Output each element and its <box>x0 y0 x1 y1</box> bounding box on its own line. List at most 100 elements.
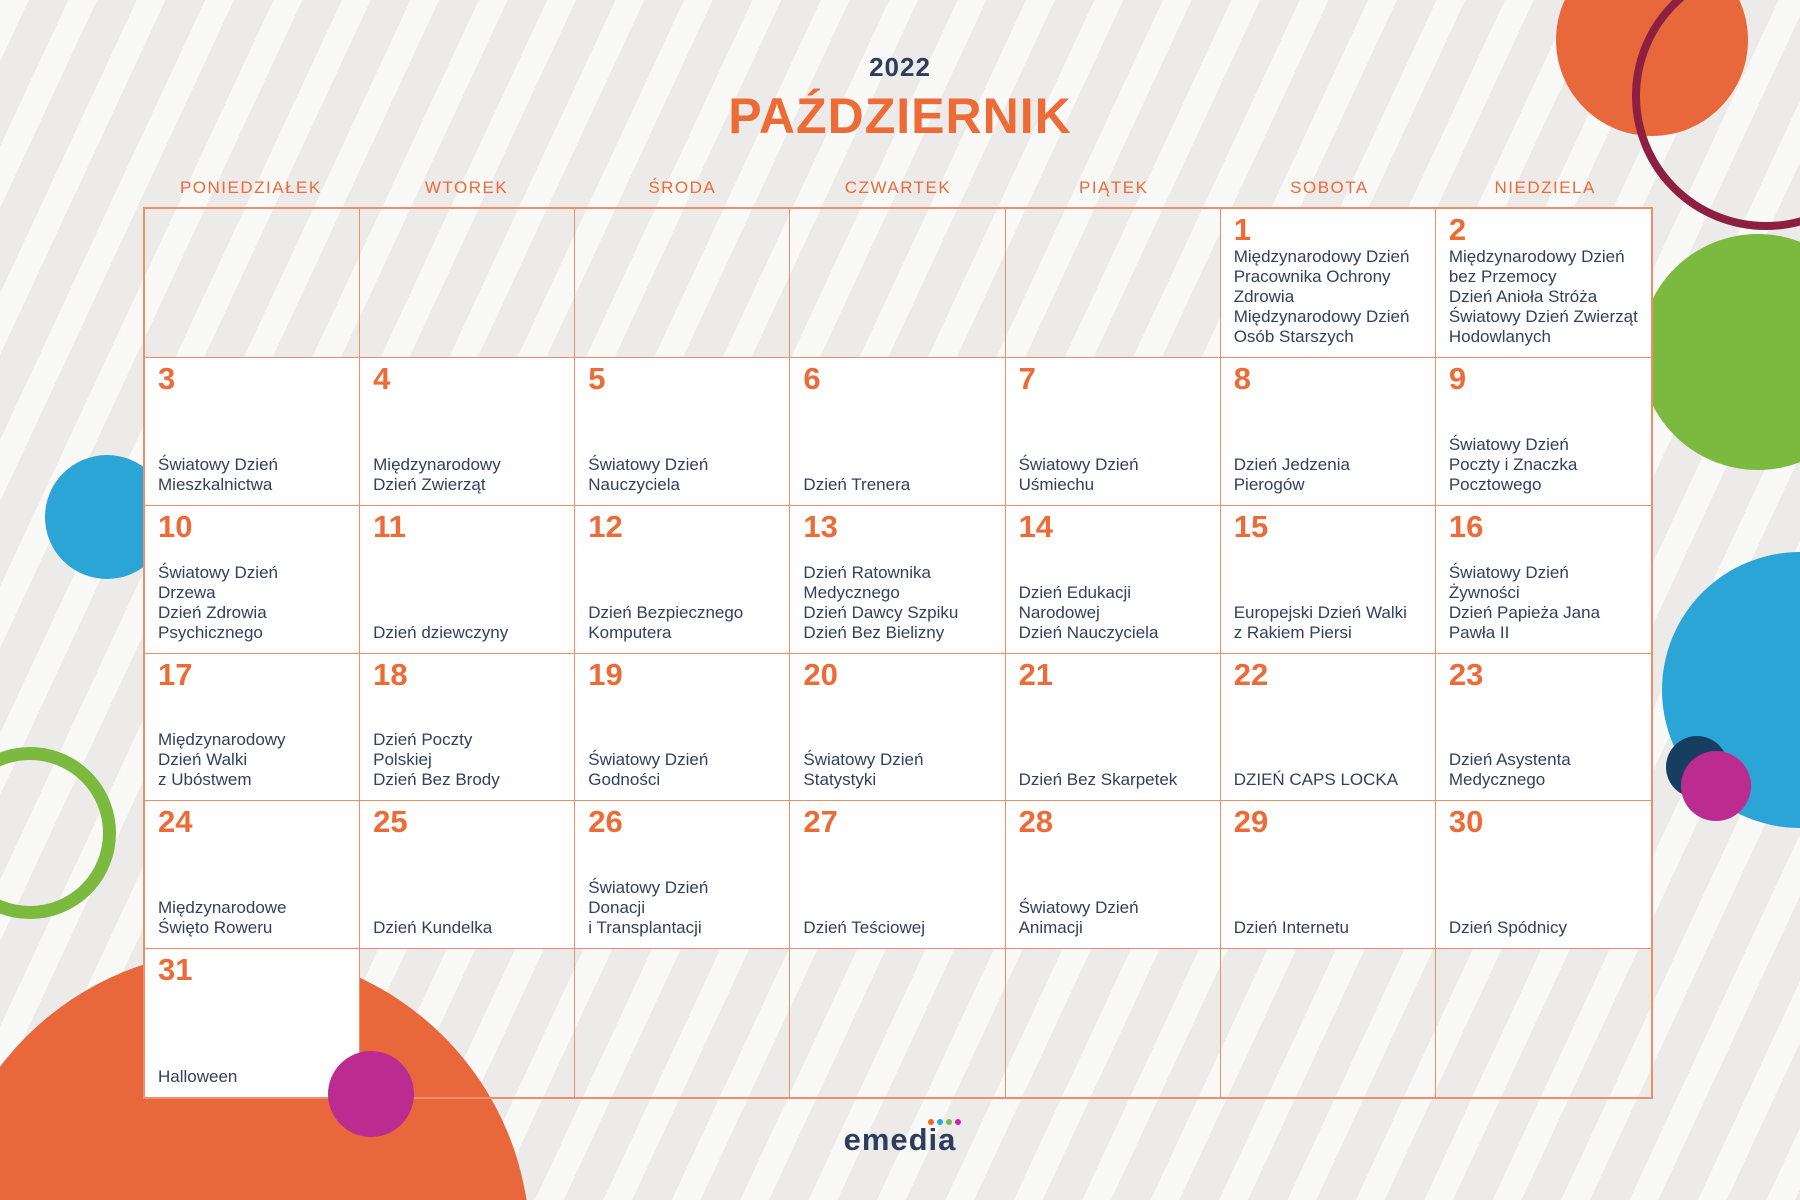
day-cell-30: 30 Dzień Spódnicy <box>1435 801 1651 950</box>
holiday-line: Światowy Dzień <box>1018 454 1139 474</box>
day-cell-26: 26 Światowy Dzień Donacji i Transplantacji <box>575 801 791 950</box>
holiday-line: Dzień Bezpiecznego <box>588 602 744 622</box>
holiday-text: Dzień Poczty Polskiej Dzień Bez Brody <box>373 730 568 790</box>
holiday-line: Dzień Poczty <box>373 730 473 750</box>
weekday-label: NIEDZIELA <box>1494 178 1596 197</box>
day-number: 16 <box>1448 508 1484 544</box>
day-number: 13 <box>803 508 838 544</box>
day-cell-1: 1 Międzynarodowy Dzień Pracownika Ochrony Z… <box>1220 209 1436 358</box>
day-cell-25: 25 Dzień Kundelka <box>360 801 576 950</box>
day-number: 25 <box>373 804 408 840</box>
day-cell-2: 2 Międzynarodowy Dzień bez Przemocy Dzień A… <box>1435 209 1651 358</box>
day-number: 27 <box>803 804 838 840</box>
day-cell-20: 20 Światowy Dzień Statystyki <box>790 653 1006 802</box>
holiday-line: i Transplantacji <box>588 918 702 938</box>
day-cell-24: 24 Międzynarodowe Święto Roweru <box>145 801 361 950</box>
holiday-text: Dzień Kundelka <box>373 918 568 938</box>
day-cell-8: 8 Dzień Jedzenia Pierogów <box>1220 358 1436 506</box>
footer: emedia <box>0 1119 1800 1158</box>
day-number: 15 <box>1233 508 1269 544</box>
holiday-text: Dzień Trenera <box>803 475 998 495</box>
day-number: 1 <box>1233 212 1251 247</box>
holiday-text: Międzynarodowy Dzień Walki z Ubóstwem <box>158 730 353 790</box>
holiday-text: Dzień Spódnicy <box>1449 918 1645 938</box>
holiday-text: Światowy Dzień Statystyki <box>803 750 998 790</box>
holiday-line: Dzień Jedzenia <box>1233 454 1350 474</box>
holiday-line: Dzień Spódnicy <box>1448 918 1567 938</box>
holiday-line: Światowy Dzień <box>803 750 924 770</box>
logo-dot-blue-icon <box>937 1119 944 1125</box>
holiday-line: z Ubóstwem <box>158 770 252 790</box>
day-cell-7: 7 Światowy Dzień Uśmiechu <box>1005 358 1221 506</box>
day-number: 12 <box>588 508 623 544</box>
holiday-text: Dzień Internetu <box>1234 918 1429 938</box>
holiday-line: Światowy Dzień <box>158 562 278 582</box>
holiday-line: Dzień Asystenta <box>1448 750 1571 770</box>
holiday-line: Dzień Walki <box>158 750 248 770</box>
day-cell-10: 10 Światowy Dzień Drzewa Dzień Zdrowia Psych… <box>145 505 361 654</box>
day-cell-empty <box>575 209 791 358</box>
holiday-line: Międzynarodowy Dzień <box>1233 247 1410 266</box>
holiday-text: Światowy Dzień Donacji i Transplantacji <box>588 878 783 938</box>
day-number: 23 <box>1448 656 1484 692</box>
day-cell-12: 12 Dzień Bezpiecznego Komputera <box>575 505 791 654</box>
holiday-line: Światowy Dzień <box>588 878 709 898</box>
logo-dot-magenta-icon <box>955 1119 962 1125</box>
holiday-line: Donacji <box>588 898 645 918</box>
holiday-line: Halloween <box>158 1067 238 1086</box>
day-number: 26 <box>588 804 623 840</box>
decor-circle-green-right <box>1640 234 1800 470</box>
logo-dots-icon <box>928 1119 962 1125</box>
day-cell-16: 16 Światowy Dzień Żywności Dzień Papieża Ja… <box>1435 505 1651 654</box>
holiday-line: Europejski Dzień Walki <box>1233 602 1407 622</box>
holiday-line: Psychicznego <box>158 622 263 642</box>
holiday-line: Dzień Dawcy Szpiku <box>803 602 959 622</box>
day-number: 11 <box>373 508 406 544</box>
decor-circle-magenta-right <box>1681 751 1751 821</box>
logo-dot-green-icon <box>946 1119 953 1125</box>
day-number: 3 <box>158 361 176 396</box>
holiday-text: Światowy Dzień Uśmiechu <box>1019 455 1214 495</box>
emedia-logo: emedia <box>844 1119 962 1158</box>
holiday-text: Europejski Dzień Walki z Rakiem Piersi <box>1234 603 1429 643</box>
day-cell-11: 11 Dzień dziewczyny <box>360 505 576 654</box>
holiday-line: Dzień Bez Skarpetek <box>1018 770 1178 790</box>
day-cell-empty <box>360 209 576 358</box>
year-label: 2022 <box>869 52 931 82</box>
day-cell-empty <box>1005 209 1221 358</box>
holiday-line: Dzień Zwierząt <box>373 474 486 494</box>
holiday-line: Mieszkalnictwa <box>158 474 273 494</box>
day-cell-3: 3 Światowy Dzień Mieszkalnictwa <box>145 358 361 506</box>
holiday-line: Dzień Kundelka <box>373 918 493 938</box>
decor-circle-magenta-bottom <box>328 1051 414 1137</box>
day-number: 21 <box>1018 656 1054 692</box>
day-cell-17: 17 Międzynarodowy Dzień Walki z Ubóstwem <box>145 653 361 802</box>
holiday-line: Uśmiechu <box>1018 474 1095 494</box>
day-number: 14 <box>1018 508 1054 544</box>
day-number: 10 <box>158 508 193 544</box>
month-title: PAŹDZIERNIK <box>728 88 1072 144</box>
holiday-text: Międzynarodowy Dzień bez Przemocy Dzień An… <box>1449 247 1645 347</box>
title-block: 2022 PAŹDZIERNIK <box>0 52 1800 145</box>
day-number: 29 <box>1233 804 1269 840</box>
holiday-line: Światowy Dzień <box>1018 898 1139 918</box>
day-number: 20 <box>803 656 838 692</box>
day-cell-empty <box>360 949 576 1097</box>
holiday-line: Dzień Trenera <box>803 474 911 494</box>
day-number: 7 <box>1018 361 1036 396</box>
holiday-line: Dzień Ratownika <box>803 562 931 582</box>
holiday-line: Międzynarodowy Dzień <box>1448 247 1625 266</box>
holiday-line: Drzewa <box>158 582 216 602</box>
holiday-line: DZIEŃ CAPS LOCKA <box>1233 770 1399 790</box>
day-number: 30 <box>1448 804 1484 840</box>
day-cell-19: 19 Światowy Dzień Godności <box>575 653 791 802</box>
holiday-line: Dzień Internetu <box>1233 918 1349 938</box>
holiday-text: Dzień Ratownika Medycznego Dzień Dawcy Szp… <box>803 563 998 643</box>
day-cell-empty <box>1436 949 1651 1097</box>
day-number: 8 <box>1233 361 1251 396</box>
holiday-line: Międzynarodowe <box>158 898 287 918</box>
day-cell-6: 6 Dzień Trenera <box>790 358 1006 506</box>
day-cell-empty <box>575 949 791 1097</box>
day-cell-21: 21 Dzień Bez Skarpetek <box>1005 653 1221 802</box>
